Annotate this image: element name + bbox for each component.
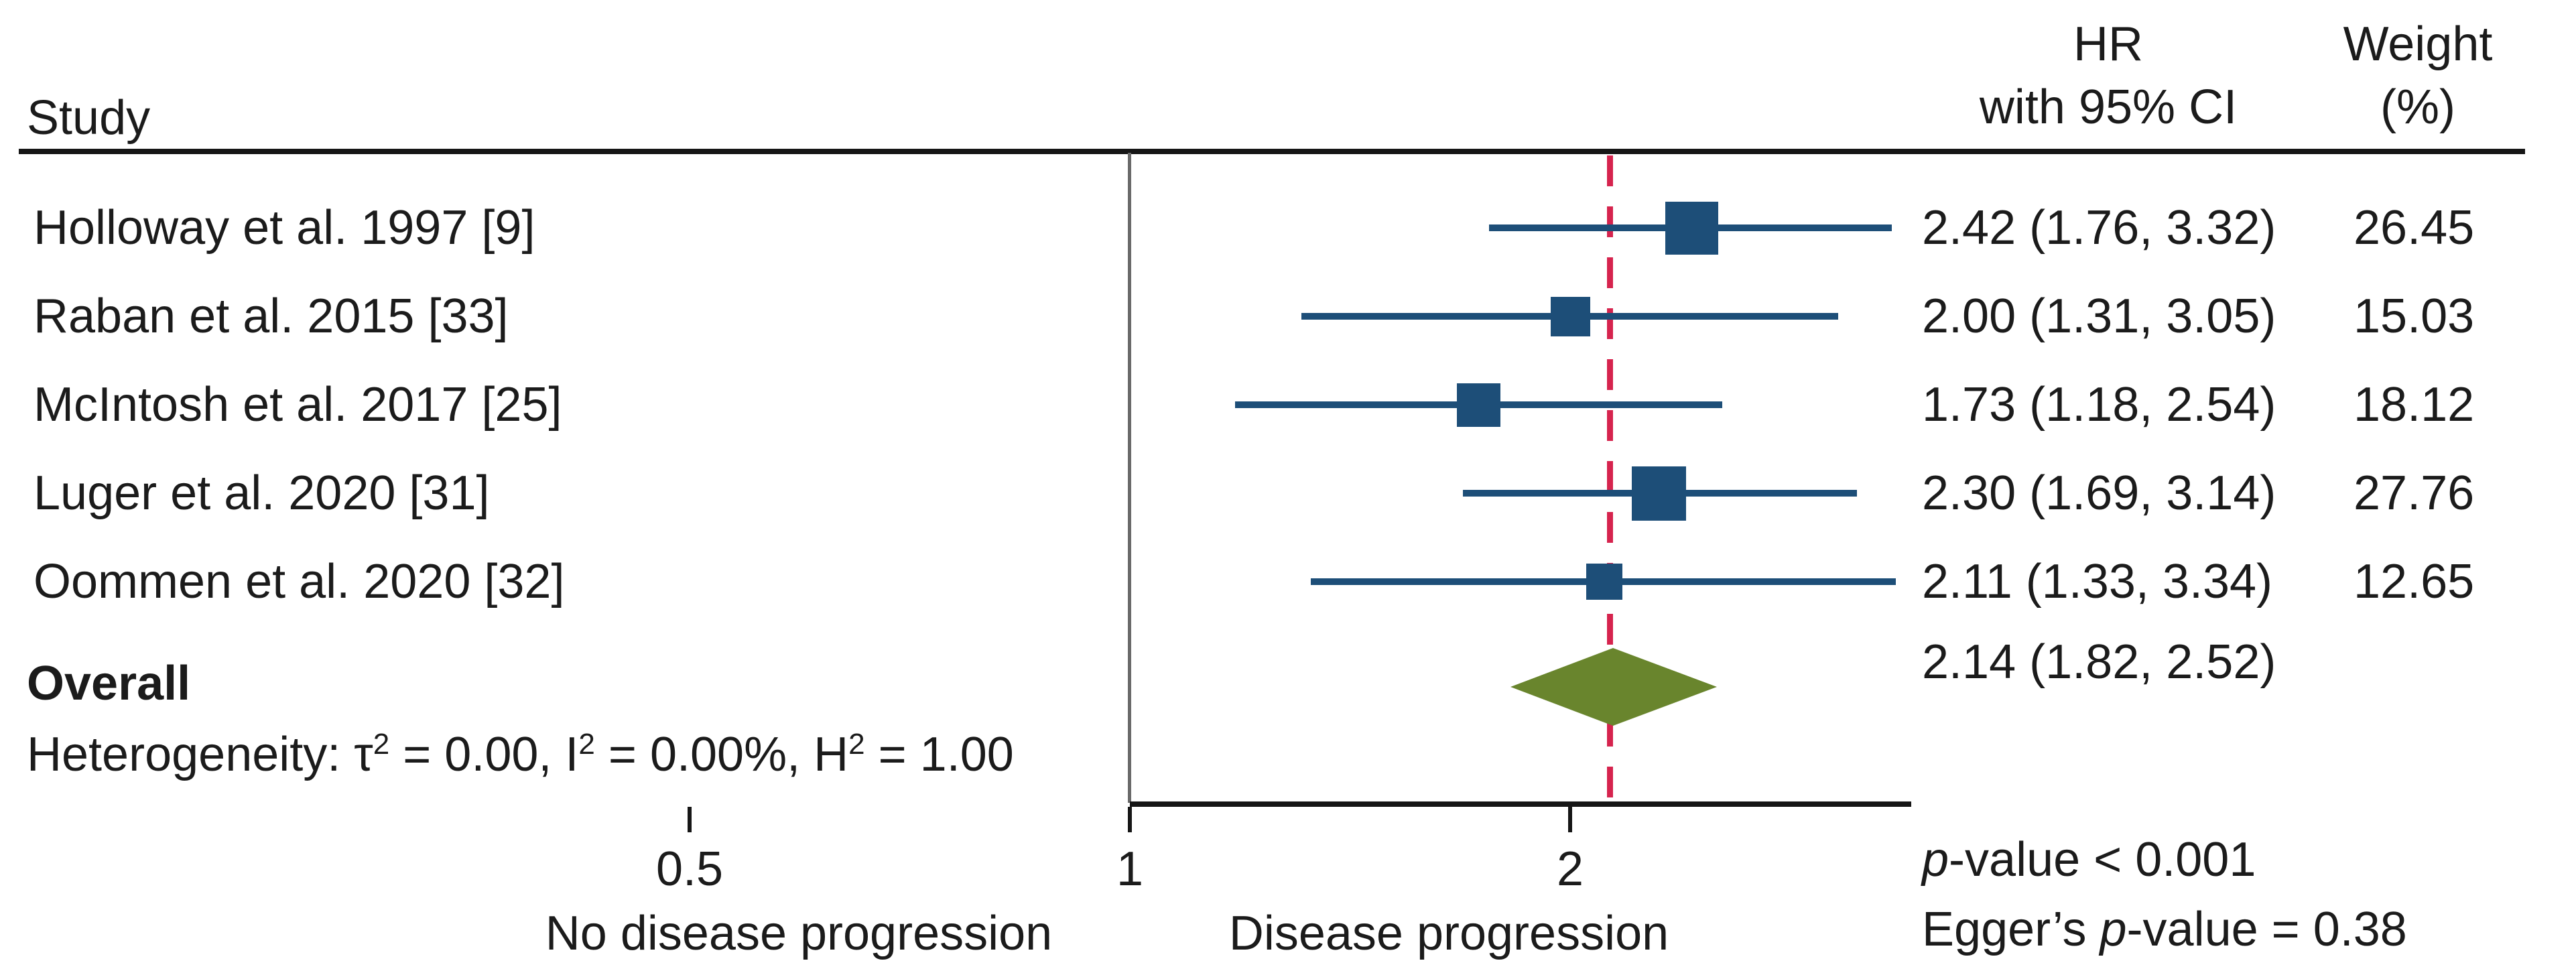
axis-caption-right: Disease progression <box>1228 907 1669 960</box>
study-label: Luger et al. 2020 [31] <box>34 466 490 520</box>
heterogeneity-text: = 0.00%, H <box>594 728 849 781</box>
weight-value: 15.03 <box>2354 289 2475 343</box>
hr-marker <box>1665 201 1718 255</box>
axis-tick-label: 1 <box>1116 842 1144 896</box>
hr-header-line2: with 95% CI <box>1979 80 2238 134</box>
axis-tick-label: 0.5 <box>655 842 724 896</box>
heterogeneity-text: = 1.00 <box>864 728 1014 781</box>
superscript-2: 2 <box>578 728 595 761</box>
axis-tick <box>688 807 692 832</box>
hr-marker <box>1550 296 1590 336</box>
study-label: Raban et al. 2015 [33] <box>34 289 509 343</box>
egger-prefix: Egger’s <box>1922 903 2100 956</box>
reference-dashed-line <box>1607 155 1613 801</box>
study-label: McIntosh et al. 2017 [25] <box>34 378 562 432</box>
axis-caption-left: No disease progression <box>545 907 1053 960</box>
hr-ci-value: 2.11 (1.33, 3.34) <box>1922 555 2273 608</box>
superscript-2: 2 <box>848 728 865 761</box>
overall-diamond <box>1510 648 1717 726</box>
egger-p-value-note: Egger’s p-value = 0.38 <box>1922 899 2407 960</box>
hr-header-line1: HR <box>2073 17 2143 71</box>
hr-marker <box>1631 466 1686 521</box>
header-rule <box>19 149 2525 154</box>
weight-header-line1: Weight <box>2343 17 2493 71</box>
egger-italic: p <box>2100 903 2127 956</box>
hr-ci-value: 2.42 (1.76, 3.32) <box>1922 201 2276 255</box>
overall-label: Overall <box>27 657 191 710</box>
x-axis-line <box>1130 801 1911 807</box>
hr-marker <box>1456 383 1500 427</box>
heterogeneity-text: = 0.00, I <box>389 728 579 781</box>
axis-tick <box>1128 807 1132 832</box>
hr-ci-value: 2.30 (1.69, 3.14) <box>1922 466 2276 520</box>
axis-tick <box>1568 807 1572 832</box>
weight-value: 12.65 <box>2354 555 2475 608</box>
overall-hr-ci-value: 2.14 (1.82, 2.52) <box>1922 635 2276 689</box>
p-value-italic: p <box>1922 833 1949 887</box>
weight-value: 26.45 <box>2354 201 2475 255</box>
weight-header-line2: (%) <box>2380 80 2455 134</box>
superscript-2: 2 <box>373 728 390 761</box>
weight-value: 18.12 <box>2354 378 2475 432</box>
study-label: Holloway et al. 1997 [9] <box>34 201 535 255</box>
hr-ci-value: 1.73 (1.18, 2.54) <box>1922 378 2276 432</box>
weight-value: 27.76 <box>2354 466 2475 520</box>
study-column-header: Study <box>27 91 151 145</box>
p-value-note: p-value < 0.001 <box>1922 830 2256 890</box>
plot-left-border <box>1128 153 1131 803</box>
axis-tick-label: 2 <box>1556 842 1584 896</box>
heterogeneity-text: Heterogeneity: τ <box>27 728 373 781</box>
hr-marker <box>1586 564 1622 600</box>
p-value-rest: -value < 0.001 <box>1949 833 2256 887</box>
hr-ci-value: 2.00 (1.31, 3.05) <box>1922 289 2276 343</box>
egger-rest: -value = 0.38 <box>2126 903 2407 956</box>
heterogeneity-stats: Heterogeneity: τ2 = 0.00, I2 = 0.00%, H2… <box>27 724 1014 785</box>
study-label: Oommen et al. 2020 [32] <box>34 555 565 608</box>
